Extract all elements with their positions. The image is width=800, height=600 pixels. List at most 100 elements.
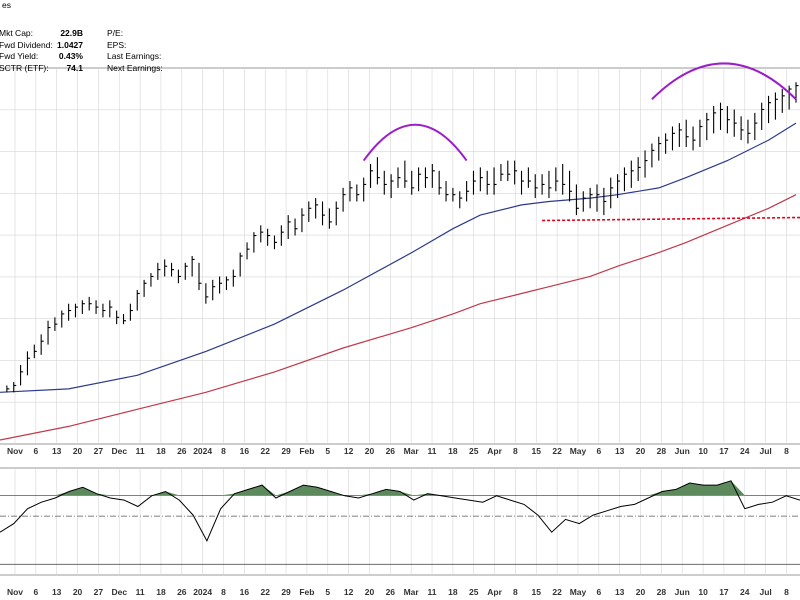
x-tick-label: Dec xyxy=(111,446,127,456)
price-bar xyxy=(321,201,326,226)
price-bar xyxy=(122,313,127,325)
price-bar xyxy=(411,170,415,195)
price-bar xyxy=(692,126,696,151)
price-bar xyxy=(541,174,545,195)
price-bar xyxy=(459,191,463,209)
price-bar xyxy=(527,167,531,188)
x-tick-label: 12 xyxy=(344,587,354,597)
x-tick-label: May xyxy=(570,587,587,597)
price-bar xyxy=(20,365,24,386)
x-tick-label: 8 xyxy=(221,446,226,456)
price-bar xyxy=(589,187,593,209)
x-tick-label: Dec xyxy=(111,587,127,597)
price-bar xyxy=(603,187,607,216)
price-bar xyxy=(273,235,277,250)
price-bar xyxy=(88,296,92,311)
x-tick-label: 18 xyxy=(448,446,458,456)
x-tick-label: Mar xyxy=(404,587,420,597)
price-bar xyxy=(610,177,614,209)
price-bar xyxy=(308,201,312,222)
price-bar xyxy=(232,269,236,287)
x-tick-label: 18 xyxy=(156,587,166,597)
x-tick-label: 13 xyxy=(52,587,62,597)
x-tick-label: 20 xyxy=(636,587,646,597)
x-tick-label: 11 xyxy=(428,446,437,456)
price-bar xyxy=(26,351,30,376)
price-bar xyxy=(555,167,559,192)
price-bar xyxy=(342,187,346,212)
price-bar xyxy=(164,259,168,277)
price-bar xyxy=(33,344,37,359)
price-bar xyxy=(61,310,65,328)
x-tick-label: Jun xyxy=(675,587,690,597)
x-tick-label: Jun xyxy=(675,446,690,456)
price-bar xyxy=(136,290,140,311)
price-bar xyxy=(225,276,229,291)
stat-value: 1.0427 xyxy=(57,39,83,50)
x-tick-label: 29 xyxy=(281,587,291,597)
x-tick-label: May xyxy=(570,446,587,456)
x-tick-label: Nov xyxy=(7,587,23,597)
price-bar xyxy=(370,164,374,188)
stat-value: 0.43% xyxy=(58,51,83,61)
price-bar xyxy=(548,170,552,199)
x-tick-label: 11 xyxy=(136,587,145,597)
indicator-line xyxy=(0,480,800,542)
price-bar xyxy=(795,82,799,103)
x-tick-label: 20 xyxy=(73,587,83,597)
price-bar xyxy=(390,174,394,199)
x-tick-label: 15 xyxy=(532,587,542,597)
price-bar xyxy=(788,85,792,110)
price-bar xyxy=(356,184,360,202)
price-bar xyxy=(596,184,600,212)
price-bar xyxy=(280,225,284,246)
price-bar xyxy=(445,181,449,202)
x-tick-label: 28 xyxy=(657,587,667,597)
price-bar xyxy=(47,320,51,345)
x-tick-label: 6 xyxy=(596,446,601,456)
x-tick-label: 5 xyxy=(325,446,330,456)
x-tick-label: 22 xyxy=(552,446,562,456)
price-bar xyxy=(507,160,511,182)
price-bar xyxy=(315,198,319,219)
price-bar xyxy=(706,112,710,141)
price-bar xyxy=(253,232,257,253)
x-tick-label: 24 xyxy=(740,587,750,597)
price-bar xyxy=(205,283,209,304)
price-bar xyxy=(520,170,525,195)
x-tick-label: 6 xyxy=(33,587,38,597)
price-bar xyxy=(617,174,621,199)
price-bar xyxy=(562,164,566,195)
price-bar xyxy=(171,262,175,277)
price-bar xyxy=(582,191,586,212)
x-tick-label: 17 xyxy=(719,446,729,456)
price-bar xyxy=(150,273,154,287)
x-tick-label: 18 xyxy=(448,587,458,597)
price-bar xyxy=(157,262,161,280)
price-bar xyxy=(212,279,216,301)
price-bar xyxy=(239,252,243,277)
stat-label: EPS: xyxy=(107,39,127,50)
price-bar xyxy=(768,95,772,124)
x-tick-label: 27 xyxy=(94,587,104,597)
x-tick-label: 13 xyxy=(615,446,625,456)
price-bar xyxy=(294,218,298,236)
price-bar xyxy=(246,242,250,260)
price-bar xyxy=(184,262,188,280)
price-bar xyxy=(424,167,428,188)
x-tick-label: 22 xyxy=(260,587,270,597)
grid xyxy=(0,67,800,576)
arc-annotation xyxy=(651,62,797,100)
price-bar xyxy=(143,279,147,297)
price-bar xyxy=(431,164,435,188)
price-bar xyxy=(349,181,353,202)
x-tick-label: 6 xyxy=(596,587,601,597)
x-tick-label: 8 xyxy=(784,587,789,597)
price-bar xyxy=(486,170,490,195)
price-bar xyxy=(733,109,737,137)
price-bar xyxy=(383,170,387,195)
price-bars xyxy=(6,82,799,393)
x-tick-label: 25 xyxy=(469,587,479,597)
x-tick-label: 16 xyxy=(240,446,250,456)
price-bar xyxy=(452,187,456,202)
